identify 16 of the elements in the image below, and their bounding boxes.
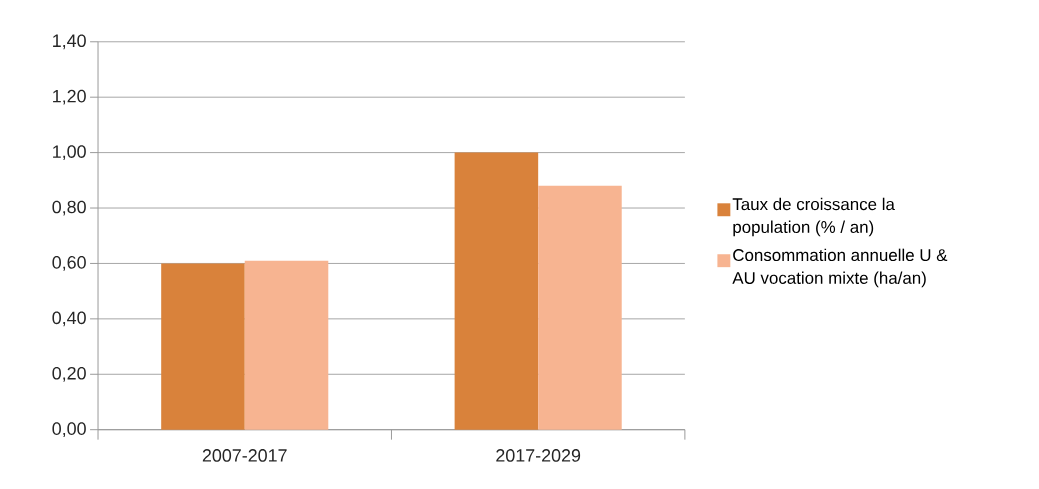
legend-label: Taux de croissance la population (% / an) — [732, 197, 895, 237]
y-tick-label: 0,00 — [52, 422, 86, 437]
bar — [538, 185, 622, 430]
y-tick-label: 1,20 — [53, 89, 86, 105]
y-tick-label: 1,00 — [53, 145, 86, 160]
bar — [161, 263, 245, 430]
bar — [244, 260, 329, 430]
x-tick-label: 2007-2017 — [202, 448, 287, 462]
x-tick-label: 2017-2029 — [496, 448, 581, 462]
legend-label: Consommation annuelle U & AU vocation mixte (ha/an) — [732, 248, 948, 288]
y-tick-label: 0,40 — [52, 311, 86, 327]
y-tick-label: 1,40 — [53, 34, 86, 49]
y-tick-label: 0,60 — [52, 255, 86, 271]
bar — [454, 152, 539, 430]
y-tick-label: 0,80 — [52, 200, 86, 216]
y-tick-label: 0,20 — [52, 366, 86, 382]
